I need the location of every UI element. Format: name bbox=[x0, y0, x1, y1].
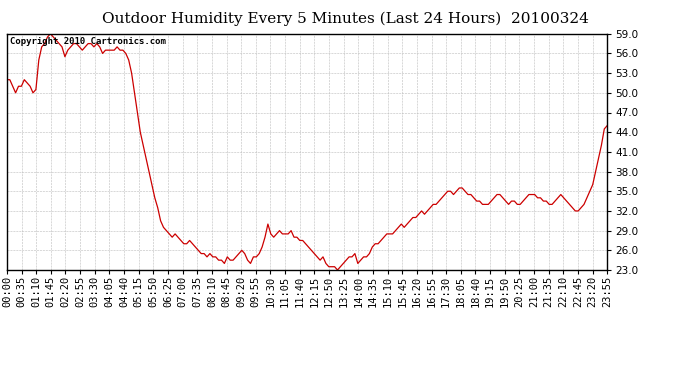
Text: Outdoor Humidity Every 5 Minutes (Last 24 Hours)  20100324: Outdoor Humidity Every 5 Minutes (Last 2… bbox=[101, 11, 589, 26]
Text: Copyright 2010 Cartronics.com: Copyright 2010 Cartronics.com bbox=[10, 37, 166, 46]
